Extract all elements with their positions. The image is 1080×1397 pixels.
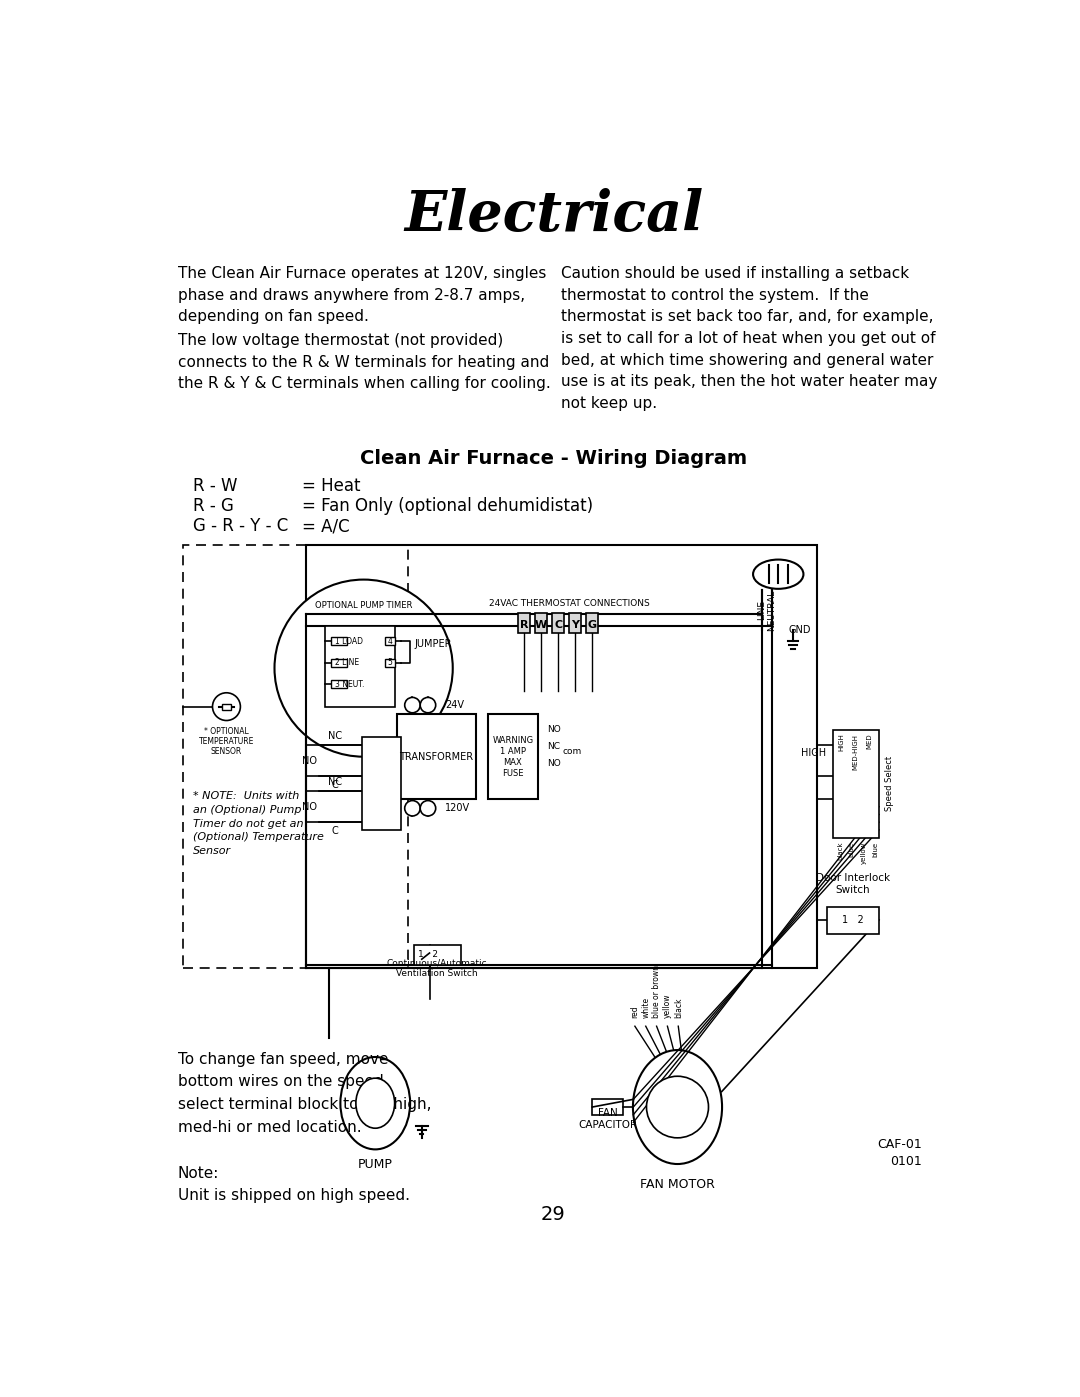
Text: R: R	[519, 620, 528, 630]
Bar	[414, 946, 460, 964]
Text: 24V: 24V	[445, 700, 464, 710]
Circle shape	[213, 693, 241, 721]
Text: FAN MOTOR: FAN MOTOR	[640, 1178, 715, 1190]
Text: NO: NO	[548, 725, 561, 735]
Bar	[386, 659, 394, 666]
Text: LINE: LINE	[757, 601, 767, 620]
Text: 1   2: 1 2	[418, 950, 437, 960]
Text: TRANSFORMER: TRANSFORMER	[400, 752, 473, 761]
Text: = Fan Only (optional dehumidistat): = Fan Only (optional dehumidistat)	[301, 497, 593, 515]
Circle shape	[274, 580, 453, 757]
Text: NC: NC	[548, 742, 561, 752]
Text: 4: 4	[388, 637, 392, 645]
Bar	[552, 613, 565, 633]
Bar	[386, 637, 394, 645]
Circle shape	[420, 697, 435, 712]
Text: GND: GND	[788, 624, 811, 634]
Text: blue: blue	[849, 841, 855, 856]
Text: * OPTIONAL
TEMPERATURE
SENSOR: * OPTIONAL TEMPERATURE SENSOR	[199, 726, 254, 756]
Text: yellow: yellow	[861, 841, 866, 863]
Text: = A/C: = A/C	[301, 517, 349, 535]
Text: NO: NO	[548, 759, 561, 768]
Bar	[397, 714, 476, 799]
Ellipse shape	[356, 1078, 394, 1129]
Text: 3 NEUT.: 3 NEUT.	[335, 680, 364, 689]
Bar	[332, 680, 347, 689]
Text: white: white	[642, 997, 650, 1018]
Bar	[306, 545, 816, 968]
Text: C: C	[332, 780, 338, 789]
Text: blue or brown: blue or brown	[652, 965, 661, 1018]
Bar	[586, 613, 598, 633]
Bar	[362, 738, 401, 830]
Text: HIGH: HIGH	[801, 747, 826, 757]
Text: NO: NO	[302, 802, 318, 812]
Bar	[592, 1099, 623, 1115]
Ellipse shape	[633, 1051, 723, 1164]
Text: red: red	[631, 1006, 639, 1018]
Text: black: black	[674, 997, 683, 1018]
Text: R - G: R - G	[193, 497, 234, 515]
Text: com: com	[563, 747, 582, 756]
Circle shape	[405, 800, 420, 816]
Text: Clean Air Furnace - Wiring Diagram: Clean Air Furnace - Wiring Diagram	[360, 448, 747, 468]
Text: OPTIONAL PUMP TIMER: OPTIONAL PUMP TIMER	[315, 601, 413, 609]
Text: C: C	[554, 620, 563, 630]
Bar	[221, 704, 231, 710]
Circle shape	[420, 800, 435, 816]
Text: black: black	[837, 841, 843, 861]
Text: 120V: 120V	[445, 803, 470, 813]
Text: Speed Select: Speed Select	[886, 756, 894, 812]
Text: 2 LINE: 2 LINE	[335, 658, 359, 668]
Text: W: W	[535, 620, 548, 630]
Ellipse shape	[753, 560, 804, 588]
Text: 24VAC THERMOSTAT CONNECTIONS: 24VAC THERMOSTAT CONNECTIONS	[488, 599, 649, 608]
Text: JUMPER: JUMPER	[414, 638, 451, 648]
Text: * NOTE:  Units with
an (Optional) Pump
Timer do not get an
(Optional) Temperatur: * NOTE: Units with an (Optional) Pump Ti…	[193, 791, 324, 856]
Circle shape	[405, 697, 420, 712]
Bar	[325, 626, 394, 707]
Text: MED: MED	[867, 733, 873, 749]
Text: NEUTRAL: NEUTRAL	[768, 590, 777, 631]
Bar	[827, 907, 879, 933]
Bar	[332, 659, 347, 666]
Ellipse shape	[340, 1058, 410, 1150]
Text: CAF-01
0101: CAF-01 0101	[877, 1137, 921, 1168]
Bar	[517, 613, 530, 633]
Bar	[183, 545, 408, 968]
Bar	[569, 613, 581, 633]
Text: Caution should be used if installing a setback
thermostat to control the system.: Caution should be used if installing a s…	[562, 267, 937, 411]
Bar	[488, 714, 538, 799]
Text: R - W: R - W	[193, 478, 238, 495]
Text: 29: 29	[541, 1206, 566, 1224]
Text: G: G	[588, 620, 597, 630]
Text: NC: NC	[328, 731, 342, 742]
Text: To change fan speed, move
bottom wires on the speed
select terminal block to the: To change fan speed, move bottom wires o…	[177, 1052, 431, 1203]
Text: = Heat: = Heat	[301, 478, 360, 495]
Text: Continuous/Automatic
Ventilation Switch: Continuous/Automatic Ventilation Switch	[387, 958, 487, 978]
Text: Y: Y	[571, 620, 579, 630]
Text: FAN
CAPACITOR: FAN CAPACITOR	[578, 1108, 637, 1130]
Text: Door Interlock
Switch: Door Interlock Switch	[816, 873, 890, 895]
Circle shape	[647, 1076, 708, 1137]
Text: 5: 5	[388, 658, 392, 668]
Bar	[332, 637, 347, 645]
Text: PUMP: PUMP	[357, 1158, 393, 1171]
Text: NC: NC	[328, 778, 342, 788]
Text: yellow: yellow	[663, 995, 672, 1018]
Text: Electrical: Electrical	[404, 187, 703, 243]
Bar	[535, 613, 548, 633]
Text: 1 LOAD: 1 LOAD	[335, 637, 363, 645]
Text: The Clean Air Furnace operates at 120V, singles
phase and draws anywhere from 2-: The Clean Air Furnace operates at 120V, …	[177, 267, 546, 324]
Text: NO: NO	[302, 756, 318, 766]
Bar	[833, 729, 879, 838]
Text: HIGH: HIGH	[839, 733, 845, 752]
Text: C: C	[332, 826, 338, 835]
Text: 1   2: 1 2	[842, 915, 864, 925]
Text: MED-HIGH: MED-HIGH	[853, 733, 859, 770]
Text: The low voltage thermostat (not provided)
connects to the R & W terminals for he: The low voltage thermostat (not provided…	[177, 334, 551, 391]
Text: WARNING
1 AMP
MAX
FUSE: WARNING 1 AMP MAX FUSE	[492, 736, 534, 778]
Text: G - R - Y - C: G - R - Y - C	[193, 517, 288, 535]
Text: blue: blue	[873, 841, 878, 856]
